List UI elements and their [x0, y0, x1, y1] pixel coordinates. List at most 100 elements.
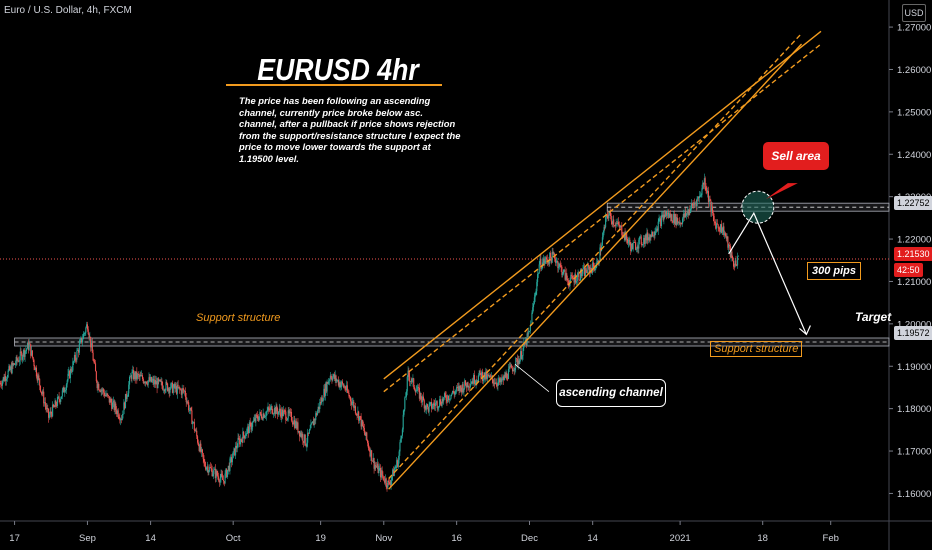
candle-body [432, 403, 434, 408]
candle-body [609, 212, 611, 216]
candle-body [588, 266, 590, 273]
y-tick-label: 1.24000 [897, 150, 931, 161]
candle-body [244, 435, 246, 439]
candle-body [520, 351, 522, 359]
candle-body [1, 384, 3, 386]
currency-button[interactable]: USD [902, 4, 926, 22]
candle-body [507, 378, 509, 380]
candle-body [98, 383, 100, 390]
candle-body [170, 383, 172, 390]
x-tick-label: 14 [145, 533, 156, 544]
candle-body [467, 382, 469, 388]
candle-body [605, 214, 607, 218]
candle-body [533, 297, 535, 304]
candle-body [605, 217, 607, 228]
candle-body [562, 273, 564, 275]
candle-body [418, 387, 420, 399]
candle-body [205, 466, 207, 470]
candle-body [128, 376, 131, 385]
candle-body [73, 354, 76, 362]
candle-body [604, 227, 606, 228]
candle-body [544, 260, 546, 264]
candle-body [506, 373, 508, 379]
candle-body [390, 480, 392, 485]
candle-body [420, 393, 422, 400]
candle-body [171, 382, 173, 384]
candle-body [638, 239, 640, 249]
candle-body [406, 376, 408, 392]
candle-body [594, 268, 596, 271]
candle-body [81, 337, 83, 343]
candle-body [388, 482, 390, 484]
candle-body [171, 382, 174, 393]
candle-body [120, 418, 122, 420]
candle-body [111, 402, 113, 409]
candle-body [689, 209, 691, 213]
candle-body [177, 384, 179, 388]
candle-body [648, 237, 650, 241]
candle-body [632, 243, 634, 250]
candle-body [189, 407, 191, 411]
candle-body [223, 481, 225, 484]
candle-body [137, 374, 139, 379]
candle-body [358, 411, 360, 421]
candle-body [99, 389, 101, 391]
candle-body [14, 364, 16, 365]
candle-body [35, 367, 37, 377]
x-tick-label: Sep [79, 533, 96, 544]
candle-body [558, 266, 560, 269]
candle-body [721, 231, 723, 233]
channel-upper-line [383, 30, 822, 380]
y-tick-label: 1.25000 [897, 107, 931, 118]
candle-body [374, 465, 376, 469]
candle-body [341, 381, 343, 385]
candle-body [642, 243, 644, 245]
candle-body [282, 410, 284, 417]
candle-body [545, 257, 547, 261]
candle-body [465, 380, 467, 386]
candle-body [116, 410, 118, 414]
candle-body [637, 246, 639, 249]
candle-body [51, 413, 53, 417]
candle-body [250, 422, 252, 430]
candle-body [41, 392, 43, 394]
candle-body [458, 386, 460, 391]
candle-body [354, 406, 356, 414]
candle-body [178, 387, 180, 389]
candle-body [481, 371, 483, 379]
candle-body [357, 411, 359, 416]
candle-body [510, 365, 512, 367]
candle-body [361, 420, 363, 427]
candle-body [103, 389, 105, 393]
candle-body [283, 410, 285, 412]
candle-body [226, 470, 229, 477]
candle-body [596, 260, 599, 263]
channel-lower-line [388, 43, 803, 490]
candle-body [707, 191, 709, 193]
candle-body [43, 391, 45, 404]
candle-body [404, 397, 406, 410]
candle-body [567, 280, 569, 286]
candle-body [422, 396, 424, 401]
candle-body [447, 395, 449, 402]
candle-body [460, 387, 463, 393]
candle-body [400, 438, 402, 443]
candle-body [104, 394, 106, 397]
candle-body [474, 383, 476, 385]
candle-body [435, 401, 437, 403]
candle-body [380, 470, 382, 478]
candle-body [179, 387, 181, 390]
candle-body [647, 232, 649, 241]
candle-body [9, 366, 12, 370]
candle-body [378, 468, 380, 474]
candle-body [84, 332, 86, 334]
projection-path [728, 211, 807, 335]
candle-body [504, 374, 506, 378]
candle-body [407, 370, 409, 377]
candle-body [42, 391, 44, 394]
candle-body [90, 336, 92, 348]
candle-body [386, 485, 388, 488]
candle-body [498, 378, 500, 382]
candle-body [82, 333, 84, 340]
